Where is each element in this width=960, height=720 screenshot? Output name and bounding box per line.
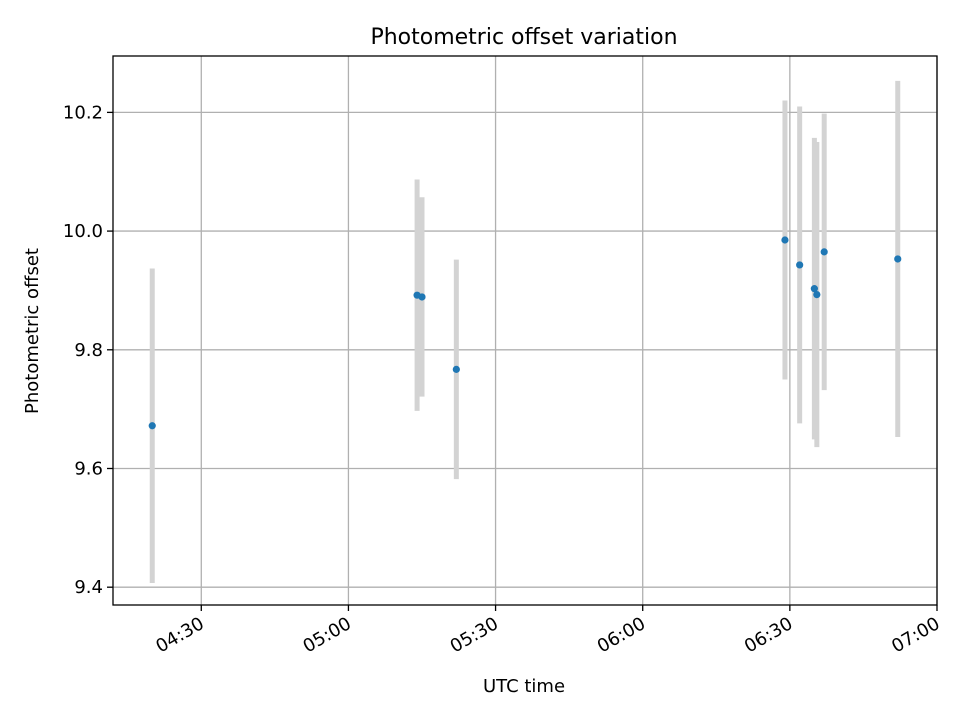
- chart-title: Photometric offset variation: [370, 25, 677, 50]
- data-point: [418, 293, 426, 301]
- x-axis-label: UTC time: [483, 676, 565, 697]
- data-point: [452, 365, 460, 373]
- data-point: [820, 248, 828, 256]
- data-points: [148, 236, 902, 430]
- y-axis-label: Photometric offset: [22, 248, 43, 414]
- y-tick-label: 10.0: [63, 221, 103, 242]
- data-point: [796, 261, 804, 269]
- y-tick-label: 9.4: [74, 577, 103, 598]
- y-tick-label: 9.6: [74, 458, 103, 479]
- data-point: [894, 255, 902, 263]
- data-point: [810, 285, 818, 293]
- data-point: [148, 422, 156, 430]
- data-point: [781, 236, 789, 244]
- y-tick-label: 9.8: [74, 340, 103, 361]
- data-point: [813, 290, 821, 299]
- plot-frame: [112, 55, 938, 606]
- y-tick-label: 10.2: [63, 102, 103, 123]
